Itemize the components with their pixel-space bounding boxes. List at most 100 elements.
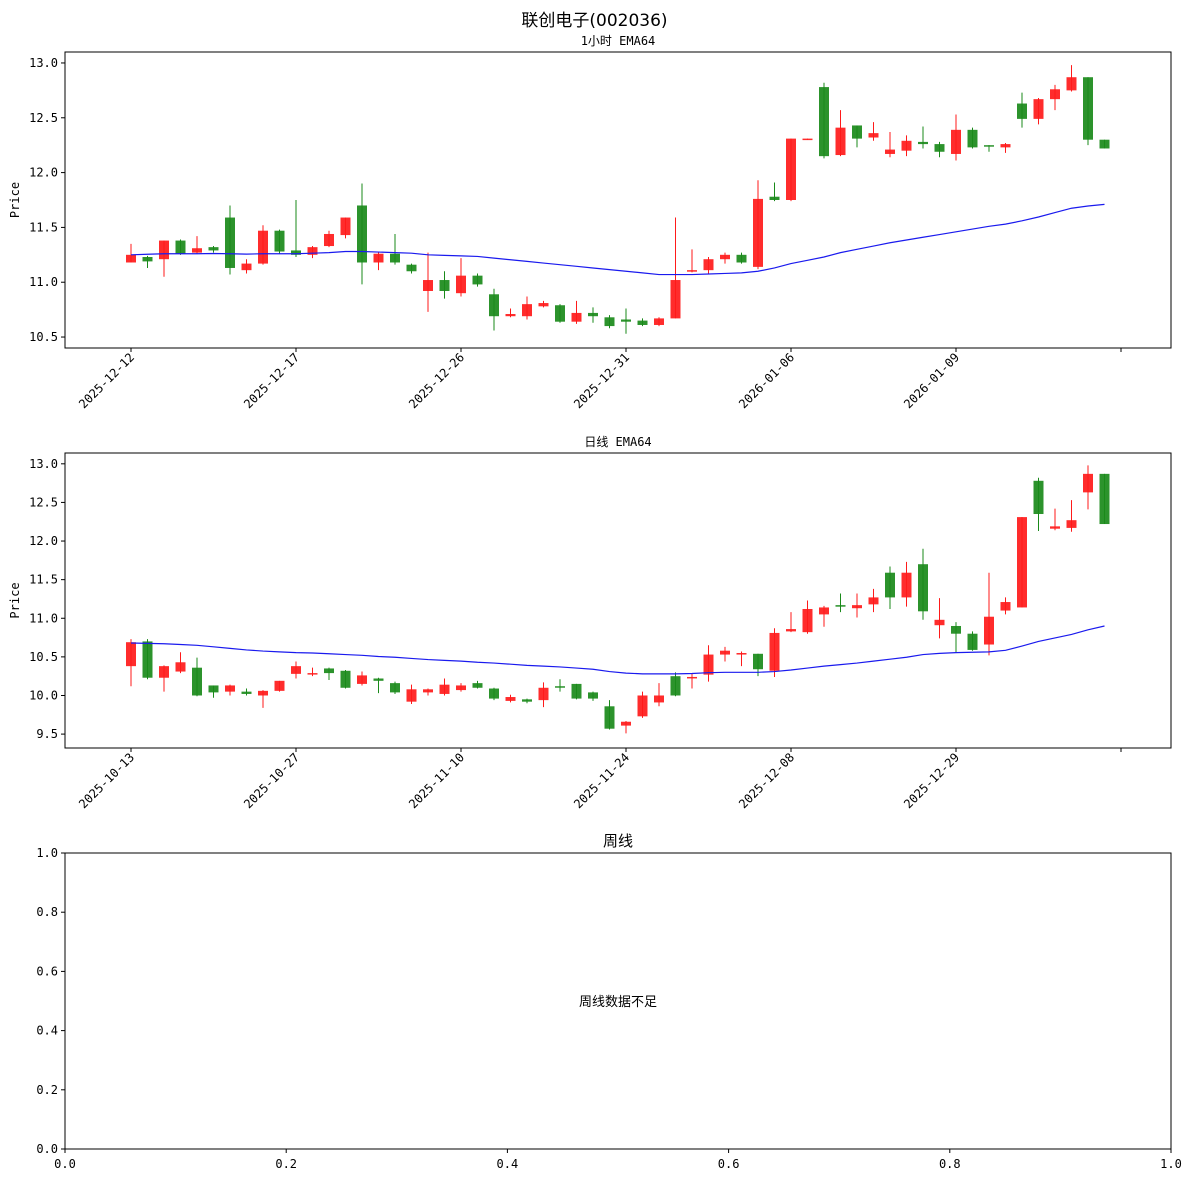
x-tick-label: 2025-10-27 bbox=[241, 750, 302, 811]
candle-body bbox=[868, 597, 879, 605]
candle-body bbox=[274, 680, 285, 691]
candle-body bbox=[769, 632, 780, 671]
candle-body bbox=[1083, 473, 1093, 493]
candle-body bbox=[736, 254, 747, 263]
candle-body bbox=[390, 253, 400, 263]
candle-body bbox=[241, 691, 252, 694]
candle-body bbox=[126, 254, 136, 263]
candle-body bbox=[406, 689, 417, 702]
candle-body bbox=[357, 205, 367, 263]
y-tick-label: 11.0 bbox=[29, 611, 58, 625]
candle-body bbox=[472, 275, 483, 285]
candle-body bbox=[307, 247, 318, 255]
y-tick-label: 9.5 bbox=[36, 727, 58, 741]
x-tick-label: 0.4 bbox=[497, 1157, 519, 1171]
candle-body bbox=[687, 270, 697, 272]
candle-body bbox=[918, 564, 928, 612]
candle-body bbox=[357, 675, 367, 684]
candle-body bbox=[208, 247, 219, 251]
y-tick-label: 0.4 bbox=[36, 1024, 58, 1038]
candle-body bbox=[967, 129, 978, 148]
candle-body bbox=[1000, 144, 1011, 148]
candle-body bbox=[621, 721, 631, 726]
y-tick-label: 11.5 bbox=[29, 573, 58, 587]
candle-body bbox=[340, 670, 351, 688]
candle-body bbox=[274, 230, 285, 252]
x-tick-label: 2025-12-26 bbox=[406, 350, 467, 411]
candle-body bbox=[208, 685, 219, 693]
y-axis-label: Price bbox=[8, 582, 22, 618]
candle-body bbox=[984, 145, 994, 147]
candle-body bbox=[753, 198, 763, 267]
weekly-chart-empty: 周线 0.0 0.2 0.4 0.6 0.8 1.0 0.0 0.2 0.4 0.6 0.8 1.0 周线… bbox=[36, 832, 1182, 1171]
candle-body bbox=[555, 305, 565, 322]
candle-body bbox=[720, 650, 730, 655]
candle-body bbox=[159, 666, 169, 678]
candle-body bbox=[1099, 139, 1110, 149]
candle-body bbox=[1066, 77, 1077, 91]
candle-body bbox=[588, 692, 598, 699]
candle-body bbox=[802, 608, 813, 633]
candle-body bbox=[637, 320, 648, 325]
candle-body bbox=[967, 633, 978, 650]
candle-body bbox=[522, 304, 532, 317]
candle-body bbox=[984, 616, 994, 645]
candle-body bbox=[142, 257, 153, 262]
x-tick-label: 2025-12-29 bbox=[901, 750, 962, 811]
ema-line bbox=[130, 625, 1105, 675]
x-tick-label: 0.2 bbox=[275, 1157, 297, 1171]
candle-body bbox=[522, 699, 532, 702]
candle-body bbox=[489, 294, 499, 317]
figure-title: 联创电子(002036) bbox=[521, 11, 668, 31]
chart-title: 日线 EMA64 bbox=[584, 435, 651, 449]
x-tick-label: 2025-12-12 bbox=[76, 350, 137, 411]
x-tick-label: 2025-10-13 bbox=[76, 750, 137, 811]
candle-body bbox=[423, 689, 433, 693]
candle-body bbox=[258, 230, 268, 264]
candle-body bbox=[126, 642, 136, 667]
candle-body bbox=[687, 676, 697, 679]
x-tick-label: 1.0 bbox=[1160, 1157, 1182, 1171]
candle-body bbox=[291, 250, 301, 255]
candle-body bbox=[1083, 77, 1093, 140]
candle-body bbox=[373, 253, 384, 263]
candle-body bbox=[456, 275, 466, 294]
y-tick-label: 0.8 bbox=[36, 905, 58, 919]
candle-body bbox=[538, 687, 549, 701]
candle-body bbox=[1000, 602, 1011, 611]
candle-body bbox=[439, 280, 450, 291]
candle-body bbox=[192, 667, 202, 696]
candle-body bbox=[934, 619, 945, 626]
plot-frame bbox=[64, 852, 1172, 1150]
candle-body bbox=[423, 280, 433, 291]
daily-candlestick-chart: 日线 EMA64 Price 9.5 10.0 10.5 11.0 11.5 12.0 12.5… bbox=[8, 435, 1172, 811]
candle-body bbox=[951, 129, 961, 154]
candle-body bbox=[736, 653, 747, 655]
candle-body bbox=[340, 217, 351, 236]
candle-body bbox=[786, 138, 796, 200]
y-tick-label: 12.0 bbox=[29, 534, 58, 548]
candle-body bbox=[258, 690, 268, 696]
candle-body bbox=[225, 217, 235, 268]
y-tick-label: 11.0 bbox=[29, 275, 58, 289]
x-tick-label: 0.8 bbox=[939, 1157, 961, 1171]
candle-body bbox=[835, 605, 846, 607]
candle-body bbox=[538, 303, 549, 307]
hourly-candlestick-chart: 1小时 EMA64 Price 10.5 11.0 11.5 12.0 12.5 13.0 20… bbox=[8, 34, 1172, 411]
y-tick-label: 12.5 bbox=[29, 495, 58, 509]
candle-body bbox=[934, 144, 945, 152]
candle-body bbox=[472, 683, 483, 688]
plot-frame bbox=[64, 51, 1172, 349]
candle-body bbox=[571, 683, 582, 699]
candle-body bbox=[819, 87, 829, 157]
chart-title: 1小时 EMA64 bbox=[581, 34, 656, 48]
candle-body bbox=[175, 662, 186, 672]
candle-body bbox=[901, 572, 912, 598]
x-tick-label: 2025-12-31 bbox=[571, 350, 632, 411]
candle-body bbox=[637, 695, 648, 717]
candle-body bbox=[670, 280, 681, 319]
candle-body bbox=[1066, 520, 1077, 528]
y-tick-label: 11.5 bbox=[29, 220, 58, 234]
candle-body bbox=[373, 678, 384, 681]
